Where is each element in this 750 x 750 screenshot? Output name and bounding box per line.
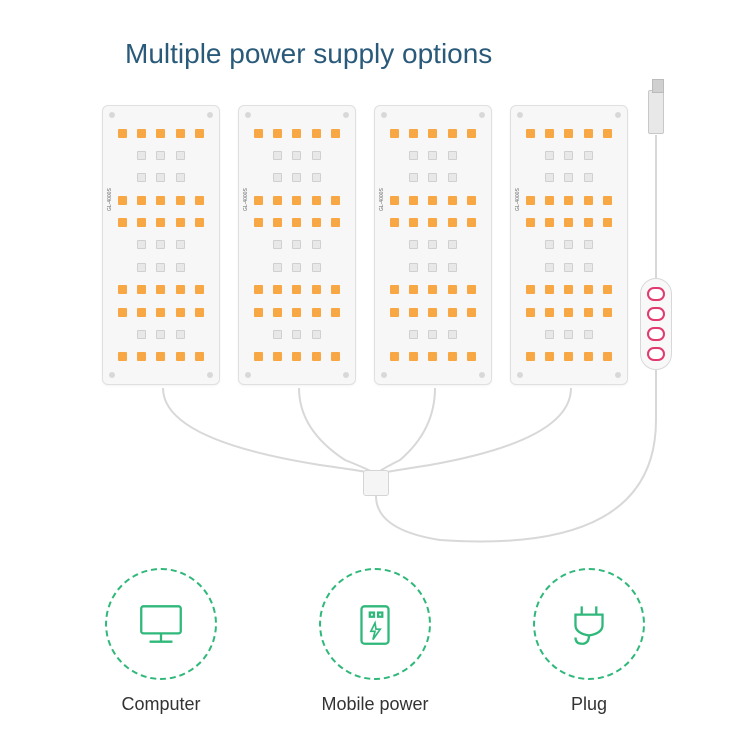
controller-button: [647, 327, 665, 341]
controller-button: [647, 347, 665, 361]
option-label: Mobile power: [321, 694, 428, 715]
led-panel: GL-4000S: [238, 105, 356, 385]
option-plug: Plug: [533, 568, 645, 715]
option-label: Plug: [571, 694, 607, 715]
controller-button: [647, 307, 665, 321]
power-options: Computer Mobile power Plug: [105, 568, 645, 715]
led-panels: GL-4000SGL-4000SGL-4000SGL-4000S: [102, 105, 628, 385]
option-label: Computer: [121, 694, 200, 715]
page-title: Multiple power supply options: [125, 38, 492, 70]
inline-controller: [640, 278, 672, 370]
controller-button: [647, 287, 665, 301]
led-panel: GL-4000S: [510, 105, 628, 385]
computer-icon: [105, 568, 217, 680]
mobile-power-icon: [319, 568, 431, 680]
option-computer: Computer: [105, 568, 217, 715]
cable-hub: [363, 470, 389, 496]
led-panel: GL-4000S: [102, 105, 220, 385]
plug-icon: [533, 568, 645, 680]
option-mobile-power: Mobile power: [319, 568, 431, 715]
usb-connector-icon: [648, 90, 664, 134]
led-panel: GL-4000S: [374, 105, 492, 385]
